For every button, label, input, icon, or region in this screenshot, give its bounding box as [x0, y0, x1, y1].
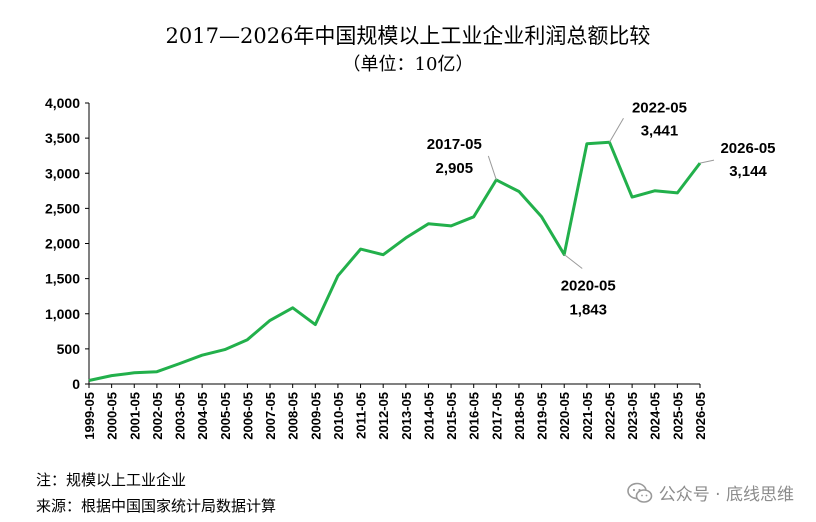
chart-subtitle: （单位：10亿） [342, 54, 474, 75]
x-tick-label: 2026-05 [693, 392, 708, 440]
annotation-value: 3,441 [641, 122, 679, 139]
x-tick-label: 2015-05 [444, 392, 459, 440]
y-tick-label: 500 [57, 341, 81, 357]
annotation-label: 2020-05 [561, 278, 616, 295]
x-tick-label: 2003-05 [173, 392, 188, 440]
line-chart: 0 500 1,000 1,500 2,000 2,500 3,000 3,500 4,000 1… [45, 95, 776, 440]
x-tick-label: 2019-05 [535, 392, 550, 440]
x-tick-label: 2009-05 [308, 392, 323, 440]
x-tick-label: 2004-05 [195, 392, 210, 440]
x-tick-label: 2000-05 [105, 392, 120, 440]
watermark: 公众号 · 底线思维 [626, 480, 794, 505]
annotation-label: 2017-05 [427, 136, 482, 153]
y-tick-label: 2,000 [45, 236, 80, 252]
x-tick-label: 1999-05 [82, 392, 97, 440]
source-note: 来源：根据中国国家统计局数据计算 [36, 497, 277, 515]
x-tick-label: 2021-05 [580, 392, 595, 440]
y-tick-label: 1,500 [45, 271, 80, 287]
x-tick-label: 2008-05 [286, 392, 301, 440]
x-tick-label: 2020-05 [557, 392, 572, 440]
annotation-leader [699, 159, 715, 164]
y-tick-label: 3,500 [45, 130, 80, 146]
x-tick-label: 2006-05 [240, 392, 255, 440]
x-tick-label: 2017-05 [489, 392, 504, 440]
footnote: 注：规模以上工业企业 [36, 471, 187, 489]
annotation-leader [487, 155, 497, 181]
y-tick-label: 3,000 [45, 165, 80, 181]
annotation-value: 3,144 [729, 163, 767, 180]
annotation-label: 2026-05 [720, 140, 775, 157]
y-tick-label: 0 [72, 376, 80, 392]
chart-title: 2017—2026年中国规模以上工业企业利润总额比较 [165, 24, 651, 48]
x-tick-label: 2022-05 [602, 392, 617, 440]
x-tick-label: 2005-05 [218, 392, 233, 440]
x-tick-label: 2014-05 [421, 392, 436, 440]
watermark-text: 公众号 · 底线思维 [658, 485, 794, 505]
x-tick-label: 2016-05 [467, 392, 482, 440]
annotation-label: 2022-05 [632, 99, 687, 116]
annotation-leader [609, 118, 624, 143]
annotation-value: 2,905 [436, 160, 474, 177]
x-tick-label: 2024-05 [648, 392, 663, 440]
y-tick-label: 1,000 [45, 306, 80, 322]
x-tick-label: 2013-05 [399, 392, 414, 440]
x-tick-label: 2018-05 [512, 392, 527, 440]
y-tick-label: 4,000 [45, 95, 80, 111]
annotation-value: 1,843 [569, 302, 607, 319]
annotation-leader [563, 254, 583, 269]
x-tick-label: 2011-05 [354, 392, 369, 439]
wechat-icon [626, 482, 653, 503]
x-tick-label: 2025-05 [670, 392, 685, 440]
y-tick-label: 2,500 [45, 200, 80, 216]
x-tick-label: 2001-05 [127, 392, 142, 440]
x-tick-label: 2007-05 [263, 392, 278, 440]
x-tick-label: 2012-05 [376, 392, 391, 440]
x-tick-label: 2023-05 [625, 392, 640, 440]
x-tick-label: 2002-05 [150, 392, 165, 440]
x-tick-label: 2010-05 [331, 392, 346, 440]
series-line [88, 140, 702, 382]
